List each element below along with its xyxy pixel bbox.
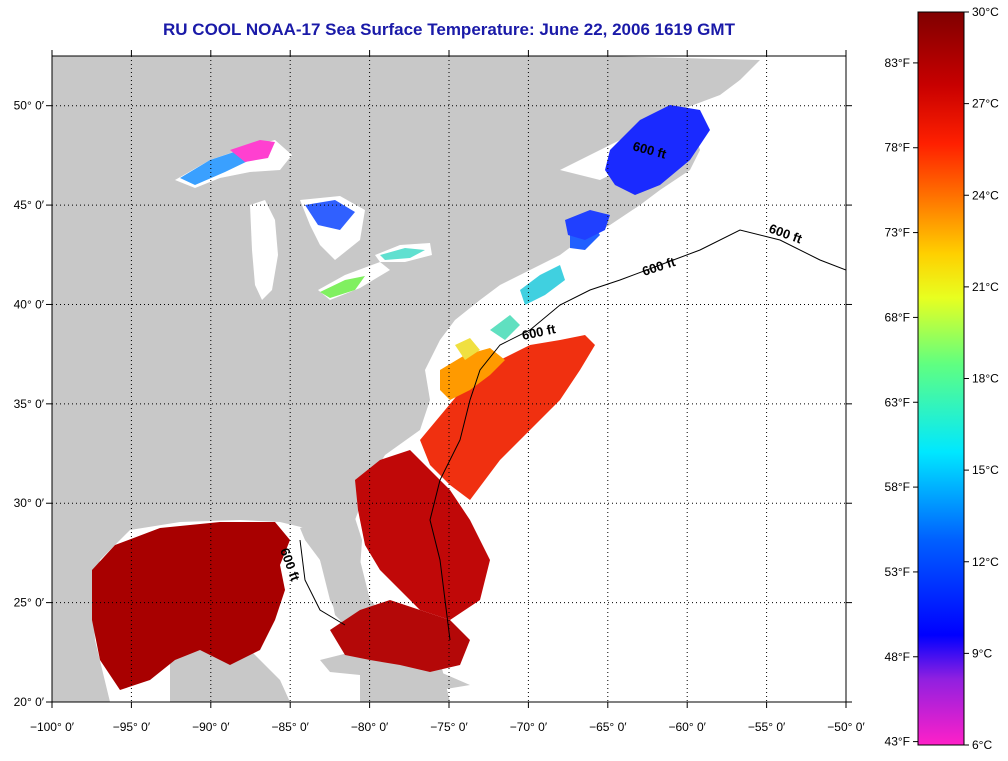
- map-title: RU COOL NOAA-17 Sea Surface Temperature:…: [163, 20, 735, 39]
- longitude-label: −90° 0′: [192, 720, 230, 734]
- colorbar-fahrenheit-label: 68°F: [885, 310, 910, 324]
- latitude-label: 20° 0′: [14, 695, 45, 709]
- colorbar-fahrenheit-label: 78°F: [885, 141, 910, 155]
- sst-gulf-of-maine-cyan: [520, 265, 565, 305]
- longitude-label: −55° 0′: [748, 720, 786, 734]
- latitude-label: 50° 0′: [14, 99, 45, 113]
- sst-lake-superior: [180, 150, 250, 185]
- colorbar-fahrenheit-label: 48°F: [885, 650, 910, 664]
- latitude-label: 25° 0′: [14, 596, 45, 610]
- latitude-label: 45° 0′: [14, 198, 45, 212]
- map-area: 600 ft 600 ft 600 ft 600 ft 600 ft: [52, 56, 846, 702]
- colorbar-fahrenheit-label: 83°F: [885, 56, 910, 70]
- longitude-labels: −100° 0′ −95° 0′ −90° 0′ −85° 0′ −80° 0′ −75°…: [30, 720, 865, 734]
- sst-atlantic-se-hot: [355, 450, 490, 620]
- colorbar-fahrenheit-labels: 83°F 78°F 73°F 68°F 63°F 58°F 53°F 48°F 43°F: [885, 56, 910, 749]
- depth-contour-600ft: [299, 229, 846, 641]
- colorbar-celsius-labels: 30°C 27°C 24°C 21°C 18°C 15°C 12°C 9°C 6°C: [972, 5, 999, 752]
- colorbar-celsius-label: 15°C: [972, 463, 999, 477]
- lake-michigan: [250, 200, 278, 300]
- colorbar-celsius-label: 30°C: [972, 5, 999, 19]
- sst-mid-atlantic-mild: [440, 348, 505, 400]
- longitude-label: −80° 0′: [351, 720, 389, 734]
- longitude-label: −75° 0′: [430, 720, 468, 734]
- colorbar-celsius-label: 21°C: [972, 280, 999, 294]
- florida-peninsula: [300, 518, 362, 625]
- colorbar-celsius-label: 24°C: [972, 188, 999, 202]
- sst-florida-strait-hot: [330, 600, 470, 672]
- colorbar-ticks: [913, 11, 969, 746]
- colorbar-celsius-label: 9°C: [972, 646, 992, 660]
- longitude-label: −65° 0′: [589, 720, 627, 734]
- sst-lake-superior-pink: [230, 140, 275, 162]
- longitude-label: −50° 0′: [827, 720, 865, 734]
- sst-lake-erie-green: [320, 276, 365, 298]
- colorbar-fahrenheit-label: 43°F: [885, 735, 910, 749]
- colorbar-fahrenheit-label: 73°F: [885, 226, 910, 240]
- colorbar-celsius-label: 12°C: [972, 555, 999, 569]
- longitude-label: −100° 0′: [30, 720, 75, 734]
- latitude-label: 30° 0′: [14, 496, 45, 510]
- colorbar-fahrenheit-label: 63°F: [885, 395, 910, 409]
- longitude-label: −85° 0′: [271, 720, 309, 734]
- latitude-label: 40° 0′: [14, 297, 45, 311]
- sst-lake-ontario-cyan: [380, 248, 425, 260]
- colorbar-celsius-label: 6°C: [972, 738, 992, 752]
- cuba: [320, 650, 470, 690]
- sst-st-lawrence-cold: [605, 105, 710, 195]
- graticule: [52, 56, 846, 702]
- sst-lake-huron-cold: [305, 200, 355, 230]
- axis-ticks: [46, 50, 852, 708]
- longitude-label: −60° 0′: [668, 720, 706, 734]
- sst-gulf-st-lawrence-cold: [565, 210, 610, 240]
- latitude-label: 35° 0′: [14, 397, 45, 411]
- contour-label: 600 ft: [521, 321, 558, 343]
- yucatan: [170, 645, 290, 702]
- sst-shelf-cyan: [490, 315, 520, 340]
- sst-shelf-yellow: [455, 338, 480, 360]
- sst-gulf-mexico-hot: [92, 522, 290, 690]
- colorbar-celsius-label: 27°C: [972, 97, 999, 111]
- colorbar-fahrenheit-label: 58°F: [885, 480, 910, 494]
- colorbar-celsius-label: 18°C: [972, 372, 999, 386]
- mexico-coast: [52, 560, 110, 702]
- longitude-label: −95° 0′: [113, 720, 151, 734]
- sst-data-layer: [92, 105, 710, 690]
- latitude-labels: 20° 0′ 25° 0′ 30° 0′ 35° 0′ 40° 0′ 45° 0′ 50° …: [14, 99, 45, 709]
- longitude-label: −70° 0′: [510, 720, 548, 734]
- sst-gulf-stream-warm: [420, 335, 595, 500]
- colorbar-fahrenheit-label: 53°F: [885, 565, 910, 579]
- colorbar: [917, 11, 965, 746]
